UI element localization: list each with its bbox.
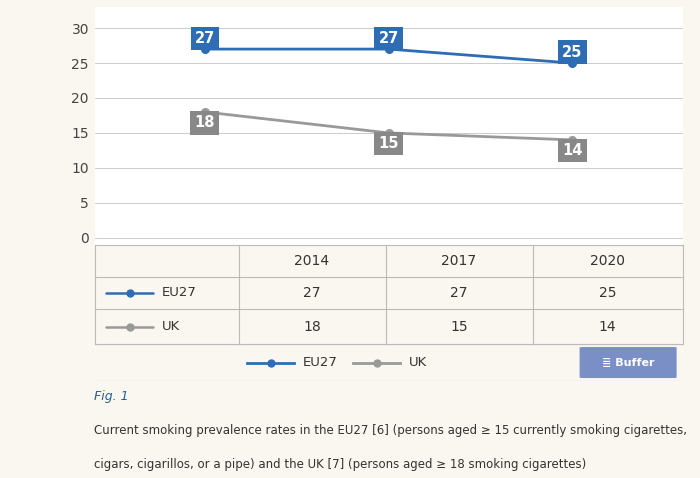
Text: 27: 27 (450, 285, 468, 300)
Text: cigars, cigarillos, or a pipe) and the UK [7] (persons aged ≥ 18 smoking cigaret: cigars, cigarillos, or a pipe) and the U… (94, 458, 587, 471)
Text: 18: 18 (303, 319, 321, 334)
Text: ≣ Buffer: ≣ Buffer (602, 358, 654, 368)
Text: EU27: EU27 (162, 286, 197, 299)
Text: 2017: 2017 (442, 254, 477, 268)
Text: Fig. 1: Fig. 1 (94, 390, 129, 402)
Text: 15: 15 (378, 136, 399, 152)
Text: EU27: EU27 (303, 356, 338, 369)
Text: 27: 27 (303, 285, 321, 300)
Text: 27: 27 (379, 31, 398, 45)
Text: 27: 27 (195, 31, 215, 45)
Text: 15: 15 (450, 319, 468, 334)
Text: 2020: 2020 (590, 254, 625, 268)
Text: 25: 25 (598, 285, 616, 300)
Text: UK: UK (409, 356, 427, 369)
Text: 18: 18 (195, 116, 215, 130)
Text: 25: 25 (562, 44, 582, 60)
FancyBboxPatch shape (580, 347, 677, 378)
Text: Current smoking prevalence rates in the EU27 [6] (persons aged ≥ 15 currently sm: Current smoking prevalence rates in the … (94, 424, 687, 437)
Text: 2014: 2014 (295, 254, 330, 268)
Text: 14: 14 (598, 319, 616, 334)
Text: 14: 14 (562, 143, 582, 158)
Text: UK: UK (162, 320, 181, 333)
